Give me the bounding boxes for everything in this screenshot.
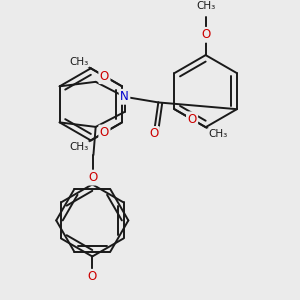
Text: O: O (100, 126, 109, 139)
Text: N: N (120, 90, 129, 103)
Text: O: O (100, 70, 109, 83)
Text: CH₃: CH₃ (69, 56, 88, 67)
Text: CH₃: CH₃ (208, 129, 227, 139)
Text: O: O (201, 28, 210, 41)
Text: CH₃: CH₃ (196, 1, 215, 10)
Text: O: O (88, 270, 97, 283)
Text: O: O (89, 171, 98, 184)
Text: O: O (188, 113, 197, 126)
Text: O: O (149, 128, 158, 140)
Text: CH₃: CH₃ (69, 142, 88, 152)
